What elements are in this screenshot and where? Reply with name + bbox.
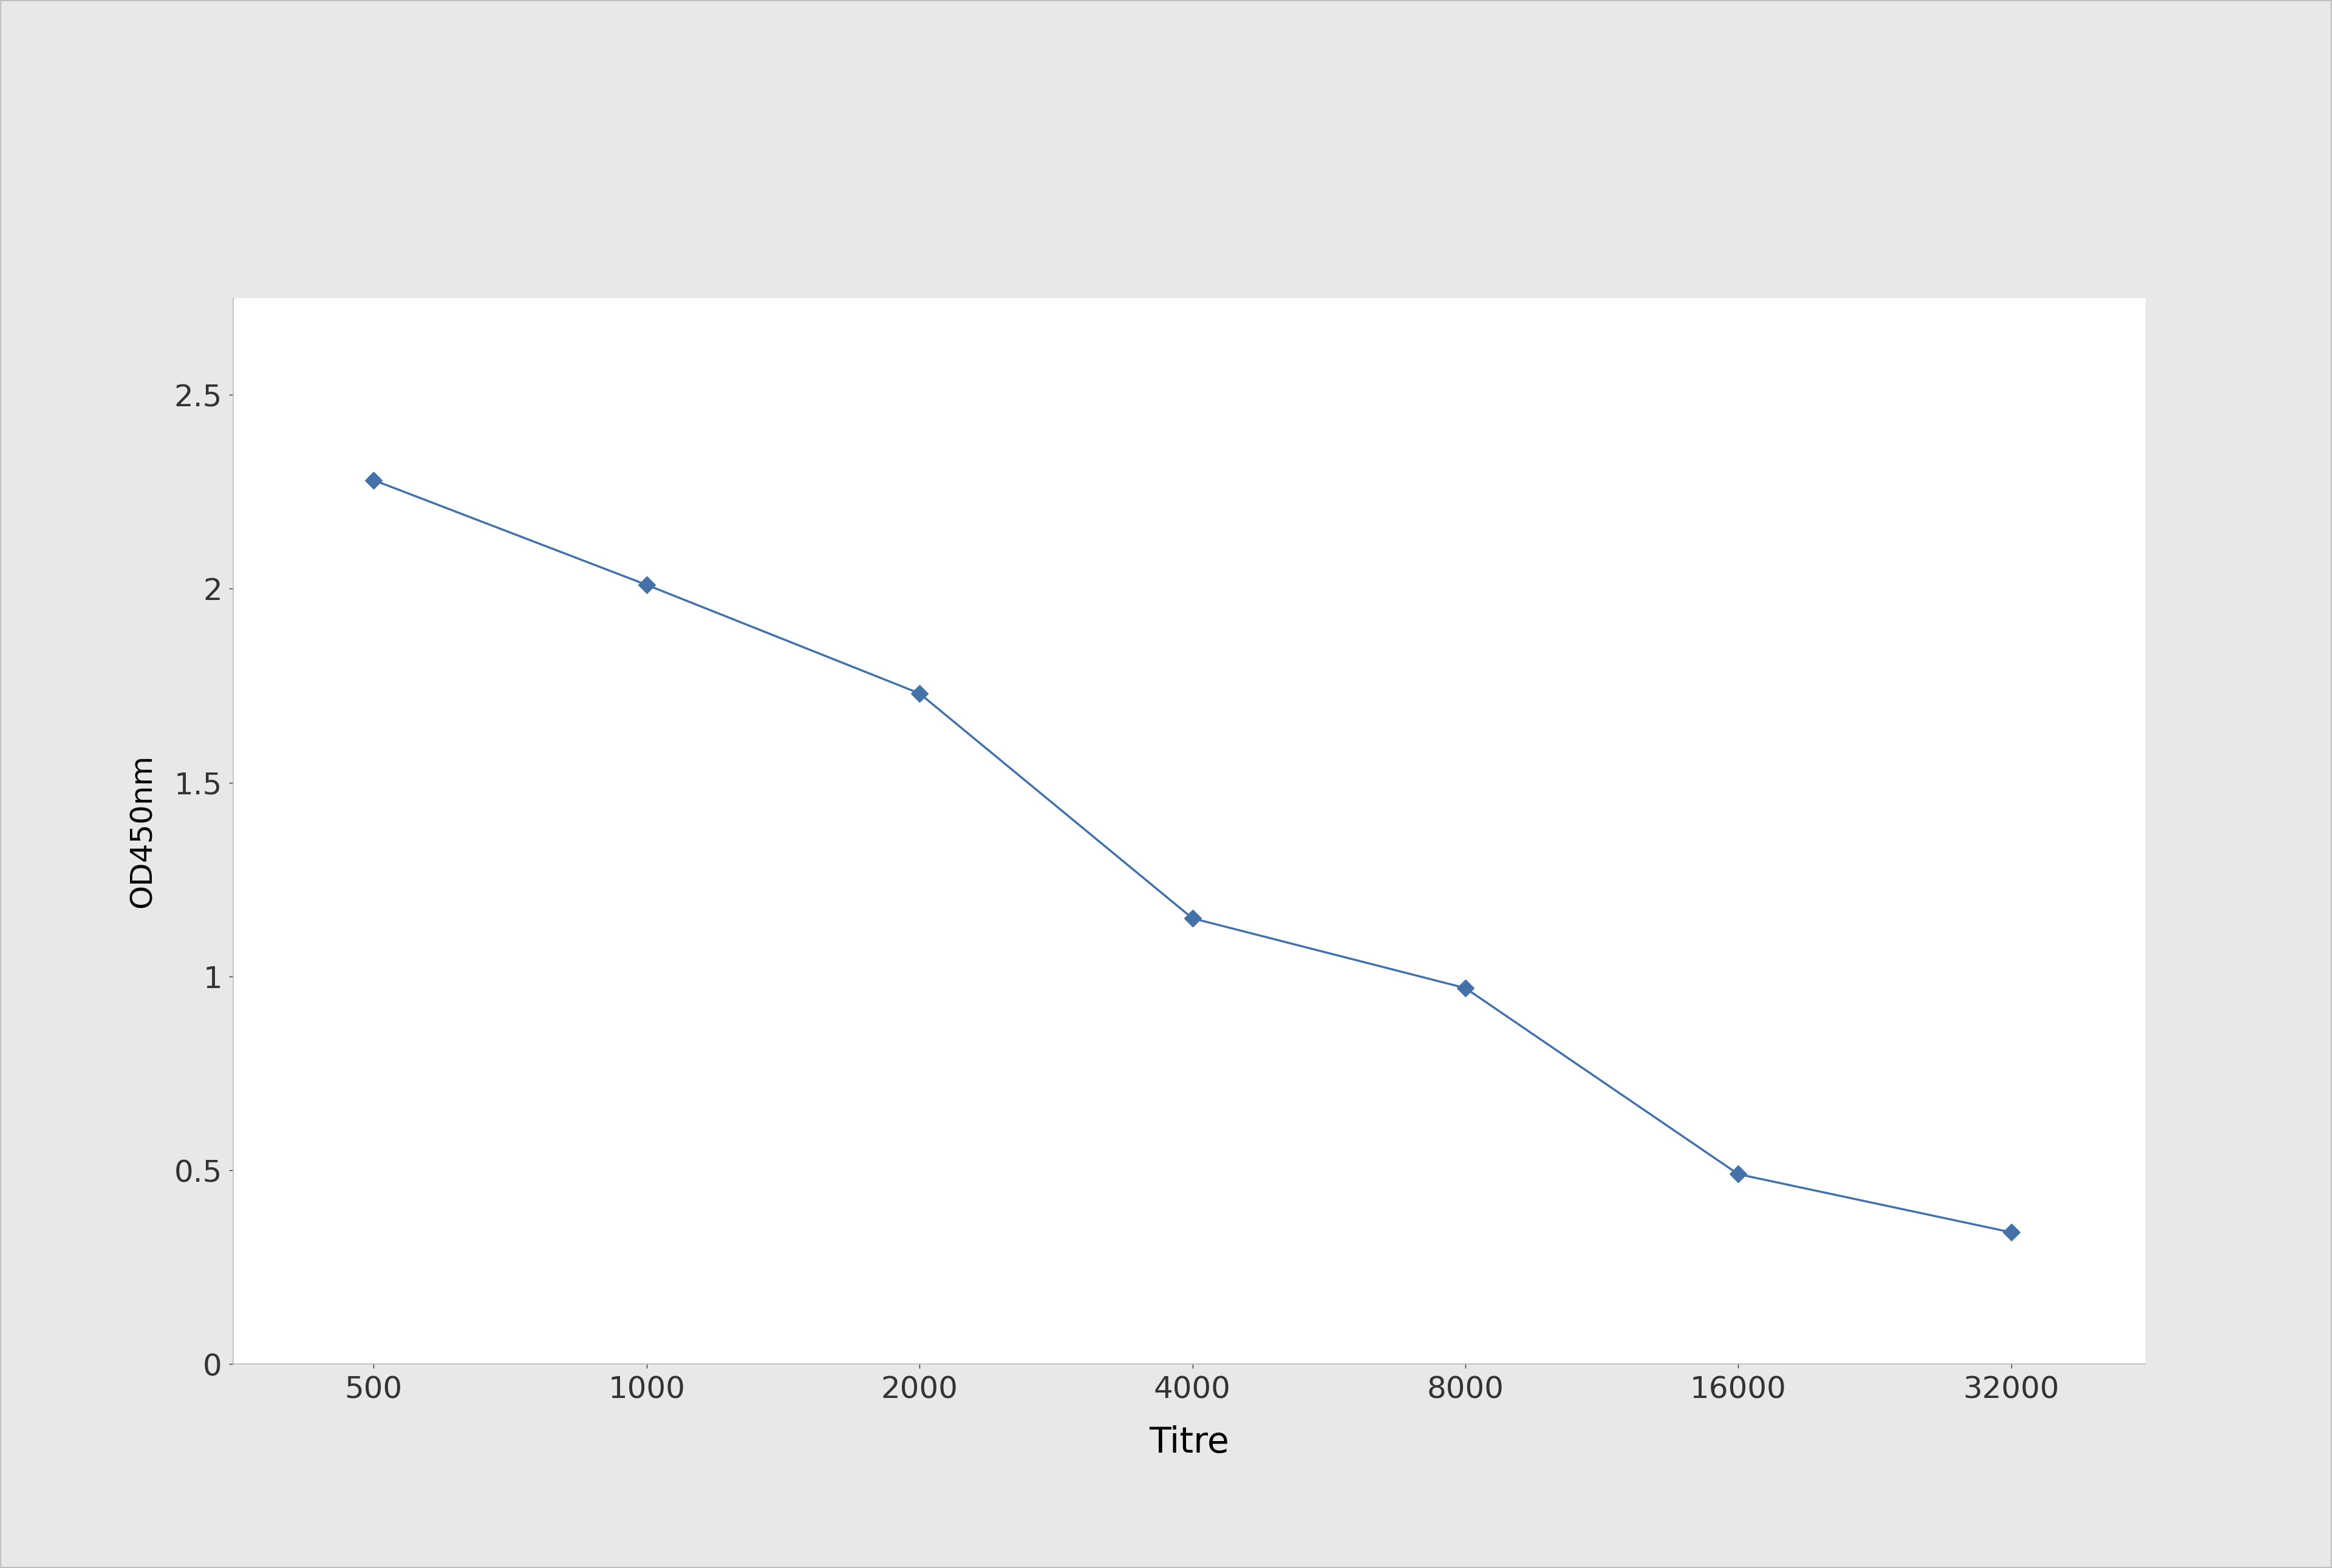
- X-axis label: Titre: Titre: [1150, 1425, 1229, 1460]
- Y-axis label: OD450nm: OD450nm: [128, 754, 156, 908]
